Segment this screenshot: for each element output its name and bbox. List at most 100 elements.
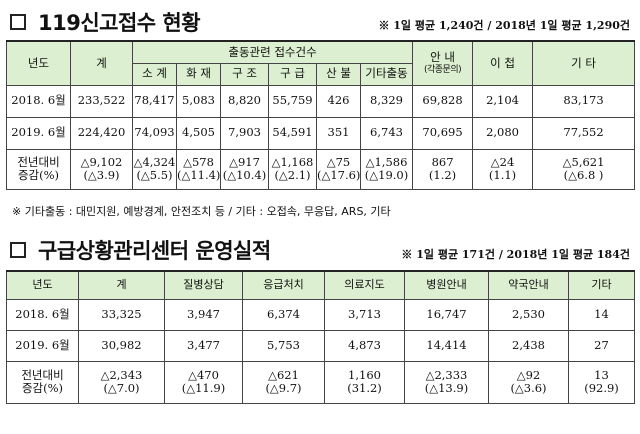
cell: 426 xyxy=(316,84,361,118)
cell-text: △917 xyxy=(229,154,260,169)
cell-text: (△2.1) xyxy=(274,168,311,182)
cell: △5,621 (△6.8 ) xyxy=(532,148,636,190)
cell-text: (1.2) xyxy=(428,168,457,182)
cell: 5,753 xyxy=(242,329,325,362)
header-other-dispatch: 기타출동 xyxy=(359,62,414,86)
cell-text: (△10.4) xyxy=(222,168,267,182)
header-year: 년도 xyxy=(6,40,71,86)
cell: 6,374 xyxy=(242,298,325,331)
cell: 8,329 xyxy=(359,84,414,118)
cell-text: △2,343 xyxy=(100,367,143,382)
cell-text: (1.1) xyxy=(488,168,517,182)
cell-text: (92.9) xyxy=(584,381,619,395)
cell: 1,160 (31.2) xyxy=(324,360,405,404)
square-bullet-icon xyxy=(10,14,26,30)
section2-title-bar: 구급상황관리센터 운영실적 xyxy=(0,236,271,264)
cell: 77,552 xyxy=(532,116,636,150)
header-emergency: 구 급 xyxy=(268,62,317,86)
cell-text: (△11.9) xyxy=(181,381,226,395)
section1-title: 119신고접수 현황 xyxy=(38,11,201,35)
cell: 2,104 xyxy=(472,84,534,118)
header-total: 계 xyxy=(70,40,133,86)
square-bullet-icon xyxy=(10,242,26,258)
section1-footnote: ※ 기타출동 : 대민지원, 예방경계, 안전조치 등 / 기타 : 오접속, … xyxy=(12,205,391,218)
compare-label: 전년대비 증감(%) xyxy=(6,148,71,190)
cell-text: (△5.5) xyxy=(136,168,173,182)
cell: 8,820 xyxy=(220,84,269,118)
table-119-reports: 년도 계 출동관련 접수건수 안 내 (각종문의) 이 첩 기 타 소 계 화 … xyxy=(6,40,636,190)
cell: 2,438 xyxy=(488,329,569,362)
cell-text: △92 xyxy=(516,367,541,382)
cell: 867 (1.2) xyxy=(412,148,474,190)
cell: 16,747 xyxy=(404,298,489,331)
cell: 3,477 xyxy=(164,329,243,362)
cell-text: (△7.0) xyxy=(103,381,140,395)
cell-text: 1,160 xyxy=(348,367,381,382)
table-row-compare: 전년대비 증감(%) △2,343 (△7.0) △470 (△11.9) △621(… xyxy=(6,360,635,404)
cell: △578 (△11.4) xyxy=(176,148,221,190)
table-row-compare: 전년대비 증감(%) △9,102 (△3.9) △4,324 (△5.5) △578… xyxy=(6,148,636,190)
header-forest-fire: 산 불 xyxy=(316,62,361,86)
header-guide: 안 내 (각종문의) xyxy=(412,40,474,86)
section2-note: ※ 1일 평균 171건 / 2018년 1일 평균 184건 xyxy=(401,248,630,261)
table-row: 2018. 6월 33,325 3,947 6,374 3,713 16,747… xyxy=(6,298,635,331)
row-year: 2019. 6월 xyxy=(6,116,71,150)
cell: 2,530 xyxy=(488,298,569,331)
header-rescue: 구 조 xyxy=(220,62,269,86)
cell: 3,947 xyxy=(164,298,243,331)
cell: 5,083 xyxy=(176,84,221,118)
cell-text: 전년대비 xyxy=(17,154,60,169)
cell-text: △470 xyxy=(188,367,219,382)
cell-text: (각종문의) xyxy=(423,64,462,75)
cell: △24 (1.1) xyxy=(472,148,534,190)
cell-text: △24 xyxy=(490,154,515,169)
cell: 78,417 xyxy=(132,84,177,118)
row-year: 2019. 6월 xyxy=(6,329,79,362)
cell-text: (31.2) xyxy=(347,381,382,395)
section1-note: ※ 1일 평균 1,240건 / 2018년 1일 평균 1,290건 xyxy=(378,19,630,32)
table-emergency-center: 년도 계 질병상담 응급처치 의료지도 병원안내 약국안내 기타 2018. 6… xyxy=(6,270,635,404)
cell-text: (△3.9) xyxy=(83,168,120,182)
table-row: 2019. 6월 224,420 74,093 4,505 7,903 54,5… xyxy=(6,116,636,150)
row-year: 2018. 6월 xyxy=(6,298,79,331)
cell: 14,414 xyxy=(404,329,489,362)
cell: △470 (△11.9) xyxy=(164,360,243,404)
table-row: 2018. 6월 233,522 78,417 5,083 8,820 55,7… xyxy=(6,84,636,118)
cell: 74,093 xyxy=(132,116,177,150)
cell-text: △75 xyxy=(326,154,351,169)
table-row: 2019. 6월 30,982 3,477 5,753 4,873 14,414… xyxy=(6,329,635,362)
cell-text: (△11.4) xyxy=(177,168,221,182)
cell: 55,759 xyxy=(268,84,317,118)
cell: 69,828 xyxy=(412,84,474,118)
header-disease-consult: 질병상담 xyxy=(164,270,243,300)
cell-text: 전년대비 xyxy=(21,367,64,382)
cell: △1,586 (△19.0) xyxy=(359,148,414,190)
compare-label: 전년대비 증감(%) xyxy=(6,360,79,404)
cell: △92 (△3.6) xyxy=(488,360,569,404)
header-total: 계 xyxy=(78,270,165,300)
cell: 3,713 xyxy=(324,298,405,331)
section2-title: 구급상황관리센터 운영실적 xyxy=(38,239,271,263)
cell: 27 xyxy=(568,329,635,362)
cell: △1,168 (△2.1) xyxy=(268,148,317,190)
cell-text: △4,324 xyxy=(133,154,176,169)
header-medical-guidance: 의료지도 xyxy=(324,270,405,300)
cell-text: 증감(%) xyxy=(17,168,60,182)
header-year: 년도 xyxy=(6,270,79,300)
cell: △75 (△17.6) xyxy=(316,148,361,190)
cell: △621 (△9.7) xyxy=(242,360,325,404)
header-fire: 화 재 xyxy=(176,62,221,86)
cell-text: (△6.8 ) xyxy=(563,168,604,182)
cell-text: △1,168 xyxy=(271,154,314,169)
cell: 6,743 xyxy=(359,116,414,150)
cell: 14 xyxy=(568,298,635,331)
header-pharmacy-info: 약국안내 xyxy=(488,270,569,300)
cell: △917 (△10.4) xyxy=(220,148,269,190)
cell: 224,420 xyxy=(70,116,133,150)
header-hospital-info: 병원안내 xyxy=(404,270,489,300)
cell: 2,080 xyxy=(472,116,534,150)
cell-text: △621 xyxy=(268,367,299,382)
cell-text: (△3.6) xyxy=(510,381,547,395)
header-transfer: 이 첩 xyxy=(472,40,534,86)
row-year: 2018. 6월 xyxy=(6,84,71,118)
